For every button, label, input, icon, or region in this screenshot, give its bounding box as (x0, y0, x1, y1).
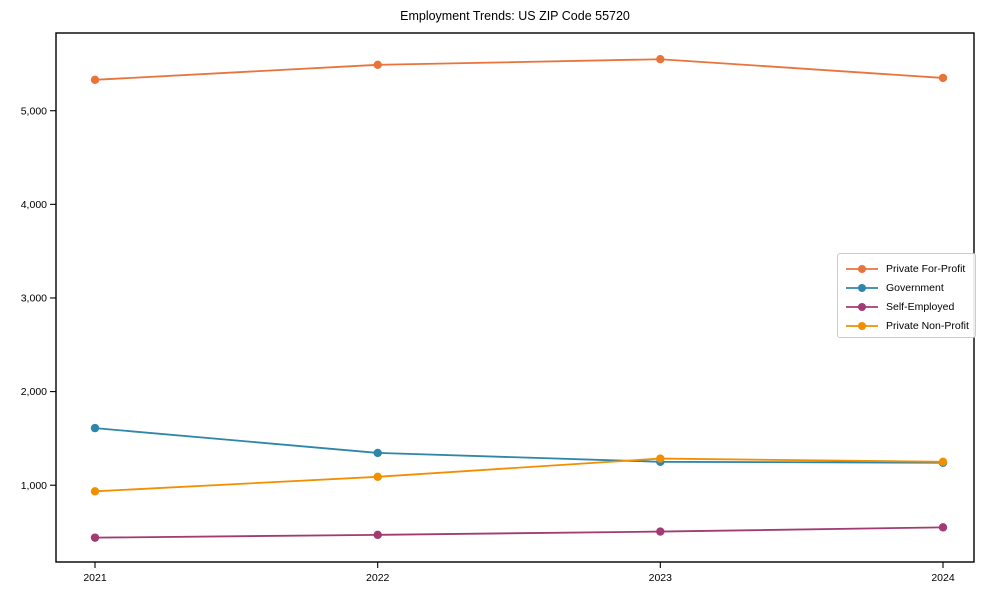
data-point-marker (656, 454, 665, 463)
y-tick-label: 1,000 (21, 480, 47, 492)
series-self-employed (90, 523, 948, 542)
data-point-marker (373, 60, 382, 70)
legend-label: Government (886, 281, 944, 294)
data-point-marker (656, 55, 665, 64)
series-line (94, 58, 944, 81)
legend-label: Private For-Profit (886, 262, 966, 275)
data-point-marker (373, 448, 382, 458)
y-tick-label: 2,000 (21, 386, 47, 398)
y-axis: 1,000 2,000 3,000 4,000 5,000 (21, 105, 56, 492)
x-tick-label: 2024 (931, 572, 955, 584)
chart-title: Employment Trends: US ZIP Code 55720 (400, 9, 630, 23)
legend-marker-icon (846, 321, 878, 330)
data-point-marker (938, 457, 948, 467)
series-line (94, 526, 944, 539)
legend-marker-icon (846, 283, 878, 292)
x-tick-label: 2023 (649, 572, 673, 584)
data-point-marker (90, 487, 100, 496)
x-tick-label: 2021 (83, 572, 107, 584)
legend-item-private-for-profit: Private For-Profit (845, 259, 975, 278)
chart-legend: Private For-Profit Government Self-Employe… (837, 253, 976, 338)
data-point-marker (656, 527, 665, 536)
data-point-marker (373, 530, 382, 540)
series-line (94, 427, 944, 464)
y-tick-label: 3,000 (21, 293, 47, 305)
data-point-marker (90, 423, 100, 433)
legend-item-government: Government (845, 278, 975, 297)
data-point-marker (90, 533, 100, 542)
legend-marker-icon (846, 302, 878, 311)
legend-label: Self-Employed (886, 300, 955, 313)
series-private-non-profit (90, 454, 948, 496)
data-point-marker (938, 523, 948, 532)
legend-marker-icon (846, 264, 878, 273)
data-point-marker (938, 73, 948, 83)
legend-label: Private Non-Profit (886, 319, 969, 332)
legend-item-self-employed: Self-Employed (845, 297, 975, 316)
data-point-marker (373, 472, 382, 481)
y-tick-label: 4,000 (21, 199, 47, 211)
x-axis: 2021 2022 2023 2024 (83, 562, 955, 584)
legend-item-private-non-profit: Private Non-Profit (845, 316, 975, 335)
series-private-for-profit (90, 55, 948, 85)
series-line (94, 457, 944, 493)
y-tick-label: 5,000 (21, 105, 47, 117)
x-tick-label: 2022 (366, 572, 390, 584)
data-point-marker (90, 75, 100, 85)
